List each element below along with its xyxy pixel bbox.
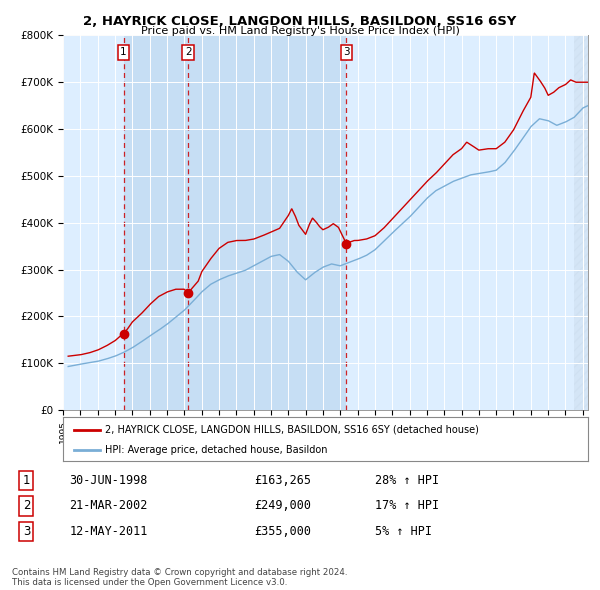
Text: Contains HM Land Registry data © Crown copyright and database right 2024.
This d: Contains HM Land Registry data © Crown c… [12,568,347,587]
Bar [574,35,588,410]
Text: 5% ↑ HPI: 5% ↑ HPI [375,525,432,538]
Text: 1: 1 [120,47,127,57]
Text: 2, HAYRICK CLOSE, LANGDON HILLS, BASILDON, SS16 6SY (detached house): 2, HAYRICK CLOSE, LANGDON HILLS, BASILDO… [105,425,479,434]
Text: £355,000: £355,000 [254,525,311,538]
Text: 12-MAY-2011: 12-MAY-2011 [70,525,148,538]
Bar [188,35,346,410]
Text: 3: 3 [343,47,350,57]
Text: HPI: Average price, detached house, Basildon: HPI: Average price, detached house, Basi… [105,445,328,455]
Text: 17% ↑ HPI: 17% ↑ HPI [375,499,439,513]
Text: 2, HAYRICK CLOSE, LANGDON HILLS, BASILDON, SS16 6SY: 2, HAYRICK CLOSE, LANGDON HILLS, BASILDO… [83,15,517,28]
Text: 21-MAR-2002: 21-MAR-2002 [70,499,148,513]
Bar [124,35,188,410]
Text: Price paid vs. HM Land Registry's House Price Index (HPI): Price paid vs. HM Land Registry's House … [140,26,460,36]
Text: 30-JUN-1998: 30-JUN-1998 [70,474,148,487]
Text: £163,265: £163,265 [254,474,311,487]
Text: 3: 3 [23,525,30,538]
Text: 1: 1 [23,474,30,487]
Text: 28% ↑ HPI: 28% ↑ HPI [375,474,439,487]
Text: 2: 2 [185,47,191,57]
Bar [574,35,588,410]
Text: 2: 2 [23,499,30,513]
Text: £249,000: £249,000 [254,499,311,513]
